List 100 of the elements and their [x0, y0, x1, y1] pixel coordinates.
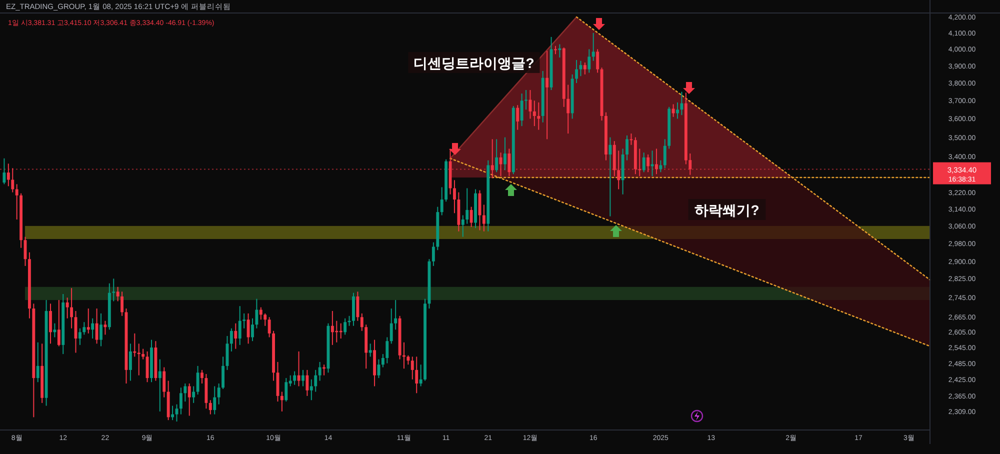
candlestick — [419, 364, 422, 387]
candlestick — [137, 343, 140, 376]
candlestick — [592, 32, 595, 62]
annotation: 디센딩트라이앵글? — [414, 55, 534, 71]
candlestick — [217, 383, 220, 405]
candlestick — [86, 308, 90, 334]
candlestick — [230, 328, 233, 352]
candlestick — [646, 154, 650, 173]
candlestick — [432, 242, 435, 266]
candlestick — [70, 288, 74, 329]
candlestick — [188, 383, 191, 416]
candlestick — [504, 136, 506, 171]
candlestick — [482, 204, 486, 232]
candlestick — [57, 300, 60, 347]
candlestick — [268, 316, 271, 338]
candlestick — [128, 343, 132, 382]
candlestick — [490, 138, 494, 179]
candlestick — [680, 91, 684, 116]
candlestick — [314, 369, 318, 392]
candlestick — [676, 102, 679, 120]
candlestick — [406, 354, 410, 366]
candlestick — [466, 188, 469, 224]
candlestick — [537, 102, 540, 130]
candlestick — [264, 312, 267, 326]
candlestick — [596, 48, 600, 74]
candlestick — [344, 318, 347, 336]
candlestick — [36, 342, 40, 383]
candlestick — [579, 60, 582, 77]
candlestick — [280, 391, 284, 412]
candlestick — [386, 336, 389, 364]
candlestick — [142, 348, 145, 360]
candlestick — [192, 386, 196, 404]
candlestick — [663, 138, 666, 169]
candlestick — [588, 48, 591, 74]
candlestick — [53, 322, 56, 338]
candlestick — [251, 318, 254, 342]
candlestick — [575, 60, 578, 84]
candlestick — [112, 278, 116, 302]
candlestick — [672, 104, 675, 118]
candlestick — [381, 354, 384, 368]
candlestick — [470, 206, 473, 228]
candlestick — [66, 297, 69, 319]
candlestick — [78, 328, 82, 346]
candlestick — [284, 378, 288, 402]
candlestick — [208, 400, 212, 415]
candlestick — [583, 62, 586, 75]
candlestick — [11, 168, 14, 193]
candlestick — [196, 365, 200, 396]
candlestick — [356, 291, 360, 322]
candlestick — [259, 306, 262, 320]
candlestick — [566, 84, 570, 134]
candlestick — [95, 308, 98, 344]
candlestick — [222, 356, 225, 390]
candlestick — [234, 322, 238, 350]
candlestick — [213, 386, 216, 415]
candlestick — [461, 214, 464, 238]
candlestick — [82, 322, 86, 336]
candlestick — [390, 308, 393, 344]
candlestick — [642, 152, 646, 173]
candlestick — [100, 312, 102, 347]
candlestick — [297, 350, 300, 387]
candlestick — [246, 312, 250, 344]
candlestick — [524, 90, 528, 110]
candlestick — [630, 133, 633, 146]
candlestick — [302, 369, 304, 387]
candlestick — [318, 361, 322, 382]
candlestick — [655, 148, 658, 175]
candlestick — [175, 404, 178, 422]
candlestick — [453, 180, 456, 214]
candlestick — [104, 320, 107, 336]
candlestick — [179, 387, 182, 415]
candlestick — [146, 350, 149, 383]
candlestick — [158, 358, 162, 412]
candlestick — [293, 370, 296, 386]
candlestick — [617, 150, 620, 190]
candlestick — [368, 343, 372, 358]
candlestick — [659, 160, 662, 173]
candlestick — [394, 300, 398, 330]
candlestick — [15, 184, 18, 220]
candlestick — [532, 100, 536, 127]
candlestick — [310, 378, 313, 401]
candlestick — [520, 93, 524, 127]
candlestick — [91, 318, 94, 340]
candlestick — [242, 312, 246, 329]
candlestick — [306, 369, 309, 396]
candlestick — [255, 298, 258, 329]
candlestick — [200, 369, 204, 384]
candlestick — [495, 138, 498, 173]
candlestick — [238, 306, 242, 346]
candlestick — [508, 148, 511, 177]
candlestick — [410, 356, 414, 380]
candlestick — [608, 136, 612, 217]
candlestick — [415, 356, 418, 394]
candlestick — [6, 163, 10, 187]
candlestick — [116, 286, 120, 302]
annotation: 하락쐐기? — [694, 202, 760, 218]
candlestick — [558, 44, 562, 58]
candlestick — [184, 383, 187, 402]
candlestick — [626, 134, 628, 161]
candlestick — [162, 366, 166, 398]
